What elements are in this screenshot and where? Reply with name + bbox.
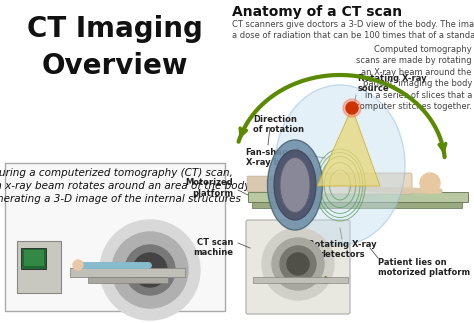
Text: Rotating X-ray
source: Rotating X-ray source <box>358 74 427 93</box>
FancyBboxPatch shape <box>247 176 314 192</box>
FancyBboxPatch shape <box>21 247 46 268</box>
Ellipse shape <box>274 150 316 220</box>
FancyBboxPatch shape <box>17 241 61 293</box>
FancyBboxPatch shape <box>308 173 412 194</box>
FancyBboxPatch shape <box>252 202 462 208</box>
FancyBboxPatch shape <box>70 268 185 277</box>
Text: CT scan
machine: CT scan machine <box>193 238 233 257</box>
Text: Patient lies on
motorized platform: Patient lies on motorized platform <box>378 258 470 277</box>
Text: Anatomy of a CT scan: Anatomy of a CT scan <box>232 5 402 19</box>
Circle shape <box>346 102 358 114</box>
Text: Motorized
platform: Motorized platform <box>185 178 233 198</box>
FancyBboxPatch shape <box>246 220 350 314</box>
Text: Rotating X-ray
detectors: Rotating X-ray detectors <box>308 240 376 259</box>
Text: Direction
of rotation: Direction of rotation <box>253 115 304 134</box>
Circle shape <box>287 253 309 275</box>
Circle shape <box>125 245 175 295</box>
FancyBboxPatch shape <box>24 250 44 266</box>
Ellipse shape <box>267 140 322 230</box>
Circle shape <box>112 232 188 308</box>
Circle shape <box>280 246 316 282</box>
Circle shape <box>133 253 167 287</box>
Text: During a computerized tomography (CT) scan,
a thin x-ray beam rotates around an : During a computerized tomography (CT) sc… <box>0 168 253 204</box>
Circle shape <box>420 173 440 193</box>
FancyBboxPatch shape <box>5 163 225 311</box>
Circle shape <box>343 99 361 117</box>
FancyBboxPatch shape <box>248 192 468 202</box>
Ellipse shape <box>280 158 310 213</box>
Text: Overview: Overview <box>42 52 188 80</box>
Text: CT Imaging: CT Imaging <box>27 15 203 43</box>
Text: Computed tomography
scans are made by rotating
an X-ray beam around the
patient,: Computed tomography scans are made by ro… <box>355 45 472 111</box>
FancyBboxPatch shape <box>88 277 168 283</box>
Circle shape <box>73 260 83 270</box>
Circle shape <box>262 228 334 300</box>
Ellipse shape <box>275 85 405 245</box>
Circle shape <box>100 220 200 320</box>
Text: CT scanners give doctors a 3-D view of the body. The images are exquisitely deta: CT scanners give doctors a 3-D view of t… <box>232 20 474 40</box>
Polygon shape <box>317 108 380 186</box>
FancyBboxPatch shape <box>253 277 348 283</box>
Text: Fan-shaped
X-ray beam: Fan-shaped X-ray beam <box>246 148 300 167</box>
Circle shape <box>272 238 324 290</box>
